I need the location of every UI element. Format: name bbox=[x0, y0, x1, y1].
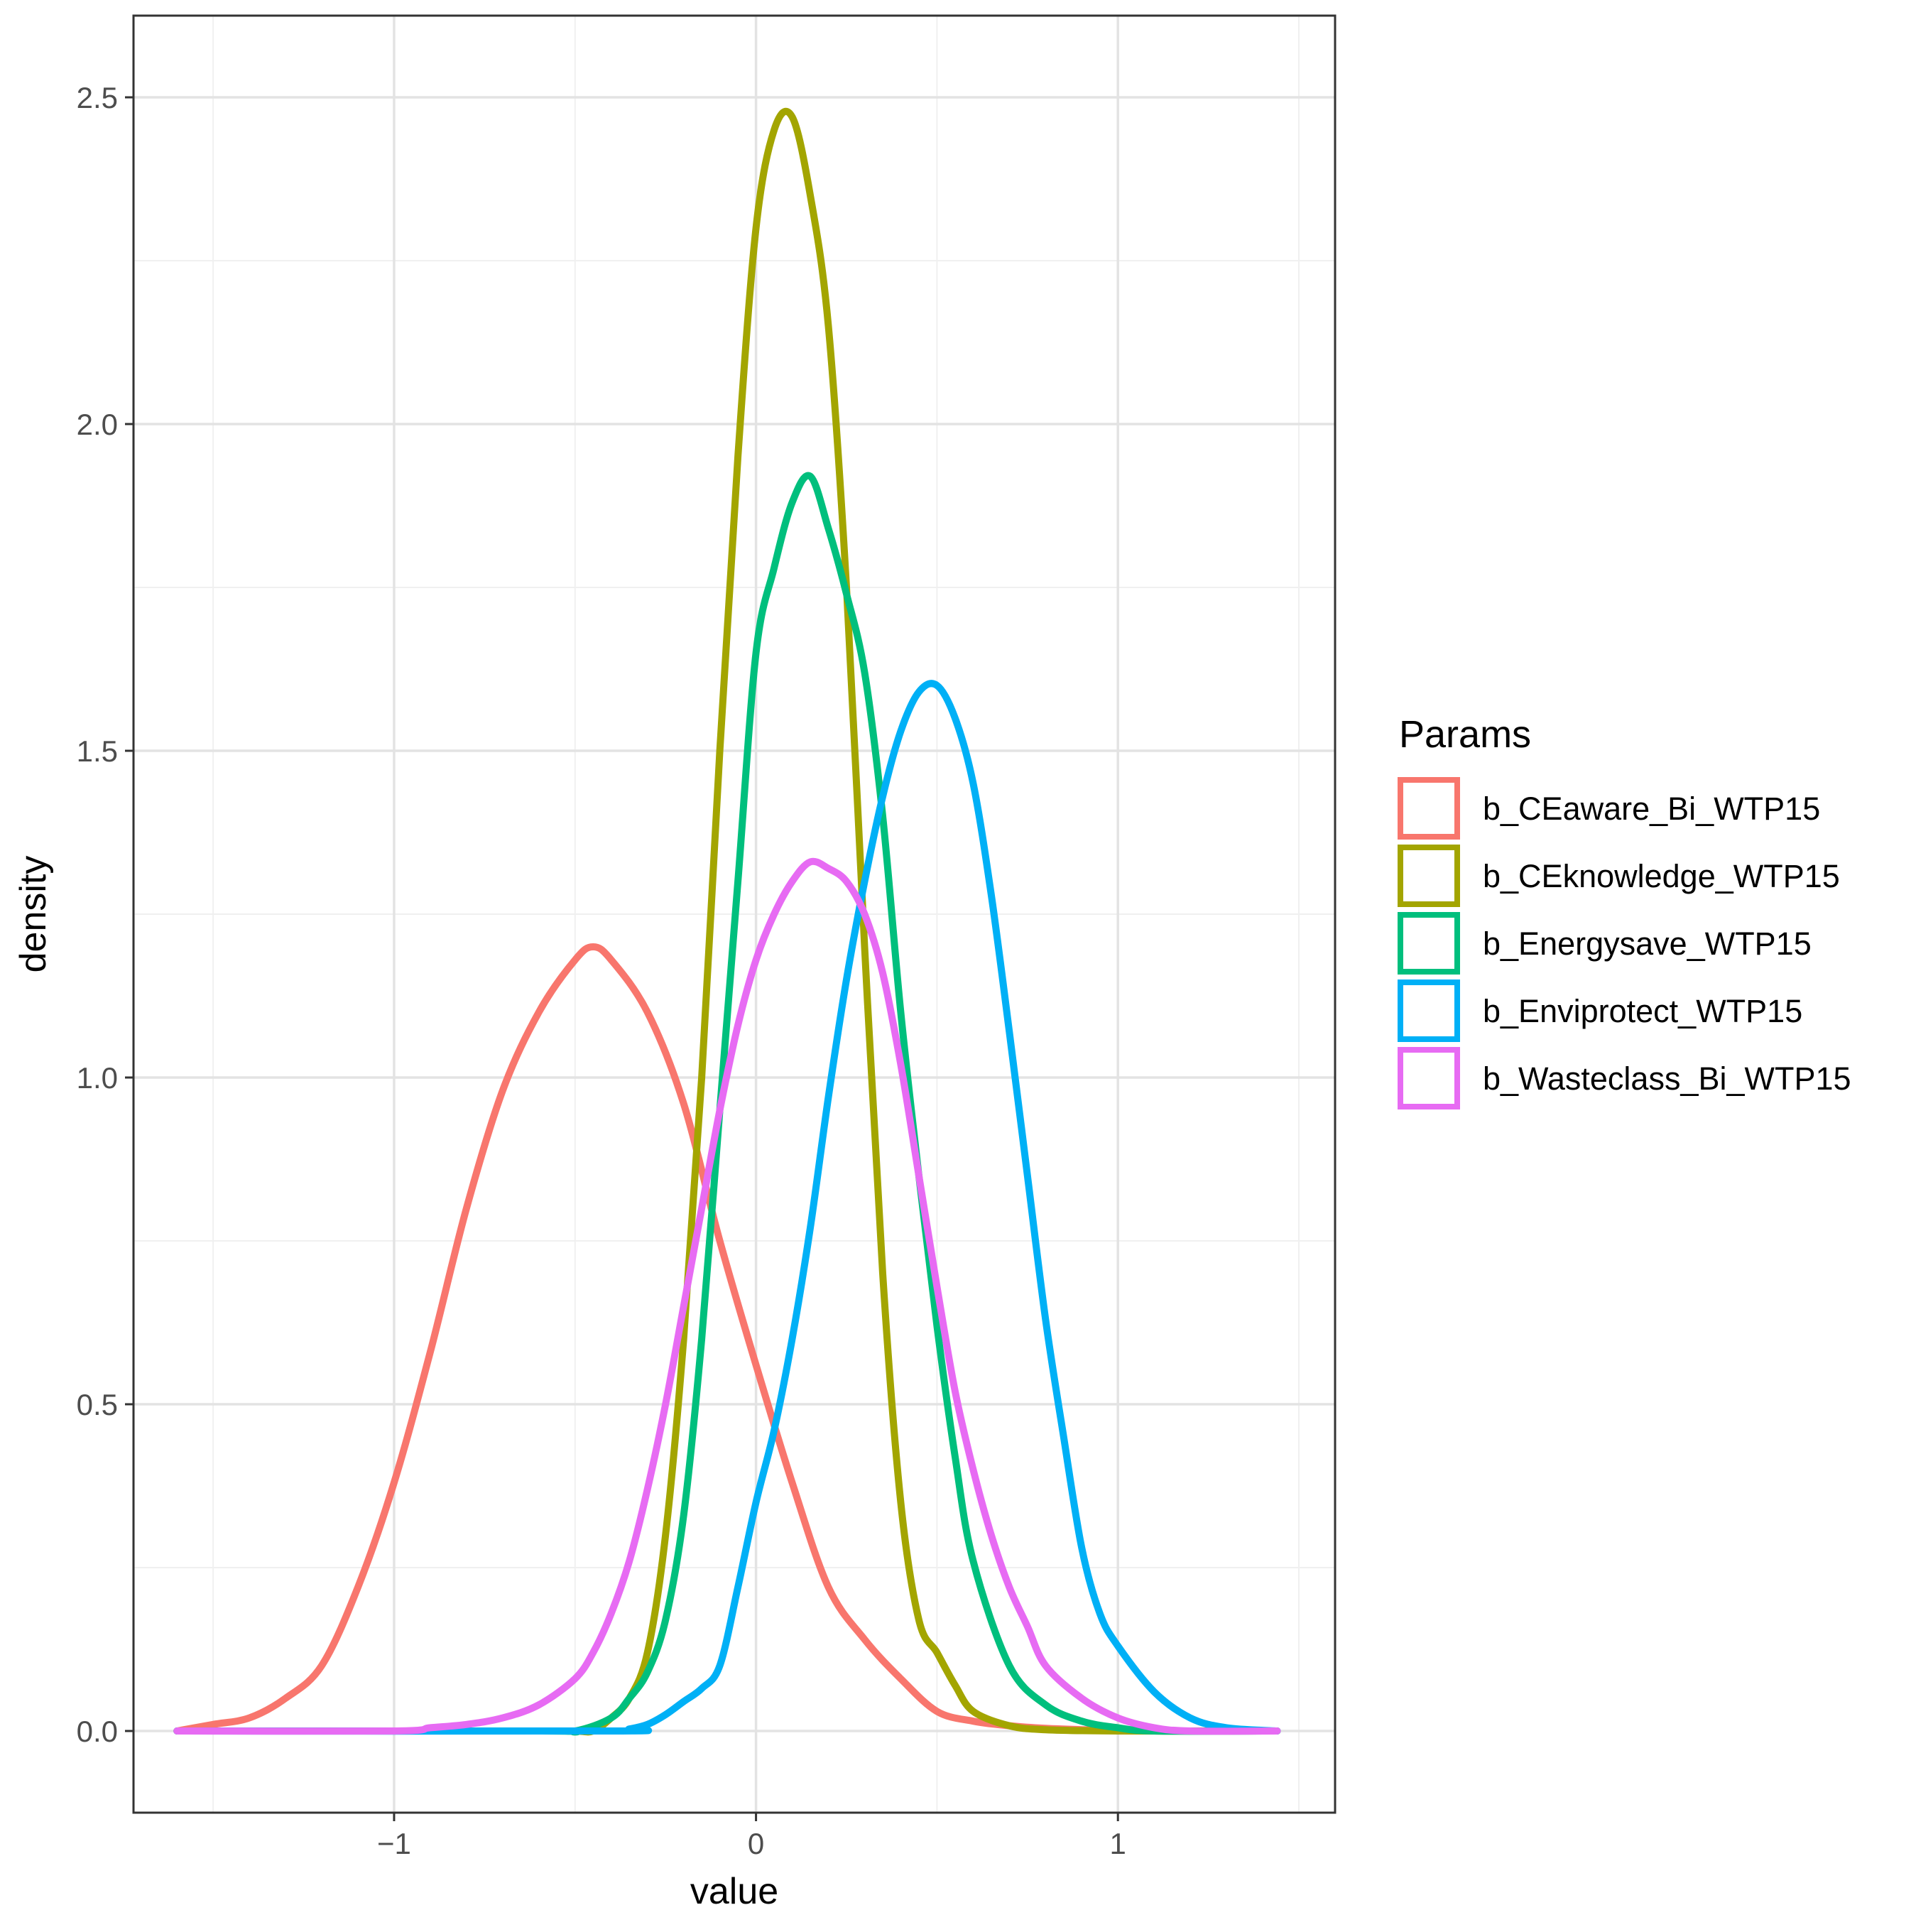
legend-label-5: b_Wasteclass_Bi_WTP15 bbox=[1483, 1060, 1851, 1097]
series-line-5 bbox=[173, 857, 1281, 1735]
y-tick-label: 2.5 bbox=[77, 81, 118, 114]
series-line-3 bbox=[173, 472, 1281, 1736]
legend-key-4 bbox=[1398, 979, 1460, 1042]
tick-labels: −1 0 1 0.0 0.5 1.0 1.5 2.0 2.5 bbox=[77, 81, 1126, 1860]
x-axis-title: value bbox=[690, 1871, 778, 1912]
y-tick-label: 1.0 bbox=[77, 1061, 118, 1095]
y-tick-label: 0.5 bbox=[77, 1388, 118, 1421]
series-line-2 bbox=[173, 107, 1281, 1736]
legend-label-1: b_CEaware_Bi_WTP15 bbox=[1483, 791, 1820, 827]
legend: Params b_CEaware_Bi_WTP15 b_CEknowledge_W… bbox=[1398, 713, 1851, 1109]
y-axis-title: density bbox=[13, 856, 54, 973]
panel-border bbox=[132, 14, 1336, 1814]
x-tick-label: −1 bbox=[377, 1827, 411, 1860]
series-layer bbox=[173, 107, 1281, 1736]
axis-ticks bbox=[125, 96, 1119, 1821]
legend-label-2: b_CEknowledge_WTP15 bbox=[1483, 858, 1840, 894]
legend-items: b_CEaware_Bi_WTP15 b_CEknowledge_WTP15 b_E… bbox=[1398, 777, 1851, 1109]
legend-label-3: b_Energysave_WTP15 bbox=[1483, 926, 1812, 962]
y-tick-label: 0.0 bbox=[77, 1715, 118, 1748]
legend-key-5 bbox=[1398, 1047, 1460, 1109]
y-tick-label: 2.0 bbox=[77, 408, 118, 441]
legend-key-3 bbox=[1398, 912, 1460, 975]
legend-key-1 bbox=[1398, 777, 1460, 840]
series-line-4 bbox=[173, 680, 1281, 1735]
y-tick-label: 1.5 bbox=[77, 734, 118, 768]
legend-label-4: b_Enviprotect_WTP15 bbox=[1483, 993, 1802, 1029]
legend-title: Params bbox=[1399, 713, 1531, 756]
x-tick-label: 0 bbox=[748, 1827, 764, 1860]
x-tick-label: 1 bbox=[1110, 1827, 1126, 1860]
legend-key-2 bbox=[1398, 845, 1460, 907]
